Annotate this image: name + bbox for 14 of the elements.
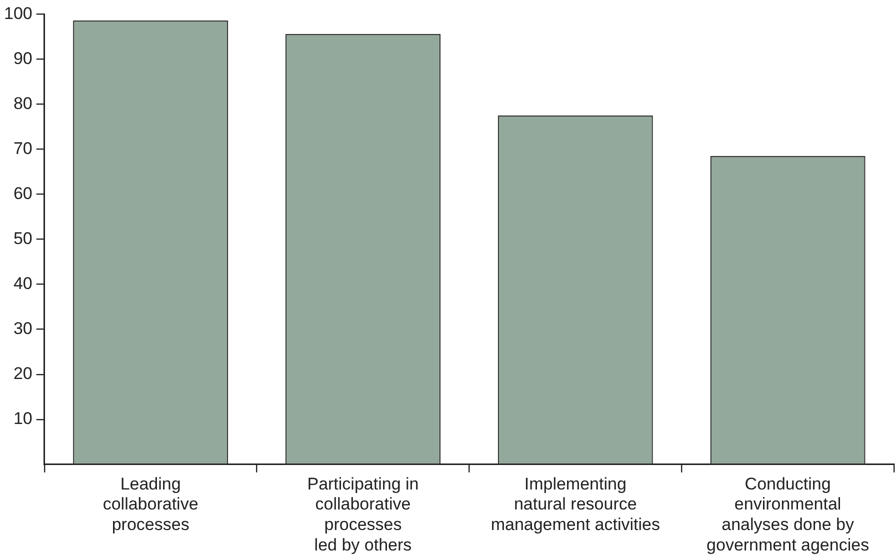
y-tick-label: 100 [4,4,32,23]
y-tick-label: 50 [13,228,32,248]
y-tick-label: 40 [13,274,32,294]
x-tick-label: Implementing natural resource management activities [490,474,660,534]
x-tick-label: Leading collaborative processes [102,474,198,534]
x-tick-label: Participating in collaborative processes led by others [307,474,419,554]
y-tick-label: 80 [13,94,32,113]
x-tick-label: Conducting environmental analyses done by government agencies [706,474,870,554]
y-tick-label: 20 [13,364,32,384]
y-tick-label: 60 [13,184,32,203]
y-tick-label: 10 [13,409,32,428]
y-tick-label: 90 [13,48,32,68]
y-tick-label: 70 [13,138,32,158]
y-tick-label: 30 [13,319,32,338]
